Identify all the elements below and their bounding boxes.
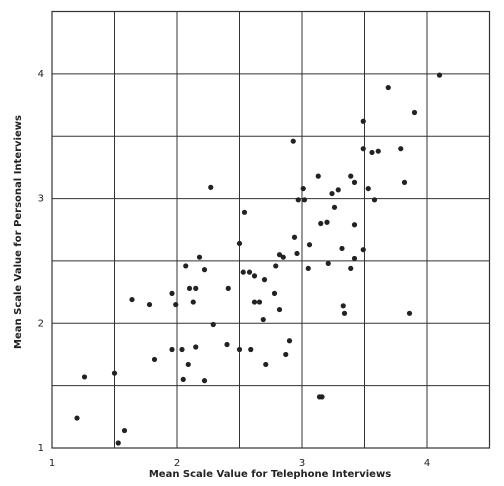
point [340,303,346,309]
point [294,250,300,257]
point [360,118,366,124]
point [360,247,366,253]
point [190,299,196,305]
point [295,197,301,203]
y-tick-label: 4 [38,69,44,80]
point [256,299,263,305]
point [193,344,199,350]
x-tick-label: 4 [424,458,430,469]
point [300,185,306,192]
point [411,109,418,116]
point [273,263,279,269]
point [146,301,153,308]
point [183,263,189,269]
point [271,290,278,296]
point [129,296,135,303]
point [324,219,330,225]
point [225,285,231,291]
point [240,269,246,275]
point [319,394,325,400]
point [331,204,338,210]
y-axis-title: Mean Scale Value for Personal Interviews [13,115,24,349]
point [318,220,324,227]
point [261,277,268,283]
point [398,146,404,152]
point [201,267,208,273]
point [208,184,214,190]
point [276,252,283,258]
point [290,138,296,144]
point [179,346,185,353]
y-tick-label: 1 [38,443,44,454]
point [280,254,286,260]
point [196,254,203,260]
point [369,149,375,156]
point [325,260,331,267]
point [236,240,243,247]
point [283,351,289,358]
point [339,245,345,252]
point [436,72,443,78]
point [335,187,341,193]
point [305,265,311,272]
point [341,310,348,316]
point [371,197,378,203]
point [115,440,121,446]
point [81,374,88,380]
point [286,338,293,344]
point [260,316,266,323]
point [151,356,158,363]
point [186,285,193,291]
point [401,179,408,185]
point [180,376,186,383]
point [193,285,199,291]
point [291,234,298,240]
point [351,179,358,185]
x-axis-title: Mean Scale Value for Telephone Interview… [149,469,391,480]
x-tick-label: 2 [174,458,180,469]
point [251,273,258,279]
point [276,306,283,313]
point [385,84,391,91]
point [169,290,175,296]
point [351,222,358,228]
y-tick-label: 2 [38,318,44,329]
point [241,209,248,215]
point [251,299,258,305]
point [306,242,313,248]
point [263,361,269,368]
point [246,269,253,275]
point [74,415,80,421]
point [169,346,175,353]
x-tick-label: 1 [49,458,55,469]
point [315,173,321,179]
plot-frame [51,10,491,449]
point [351,255,358,262]
point [348,265,354,272]
point [329,190,335,197]
y-tick-label: 3 [38,194,44,205]
point [348,173,354,179]
point [111,370,118,376]
point [173,301,179,308]
point [201,378,208,384]
point [121,427,128,434]
point [210,321,216,328]
point [365,185,371,192]
point [406,310,413,316]
point [248,346,254,353]
point [224,341,230,348]
point [375,148,381,154]
point [185,361,191,368]
point [360,146,366,152]
point [301,197,308,203]
x-tick-label: 3 [299,458,305,469]
point [236,346,243,353]
